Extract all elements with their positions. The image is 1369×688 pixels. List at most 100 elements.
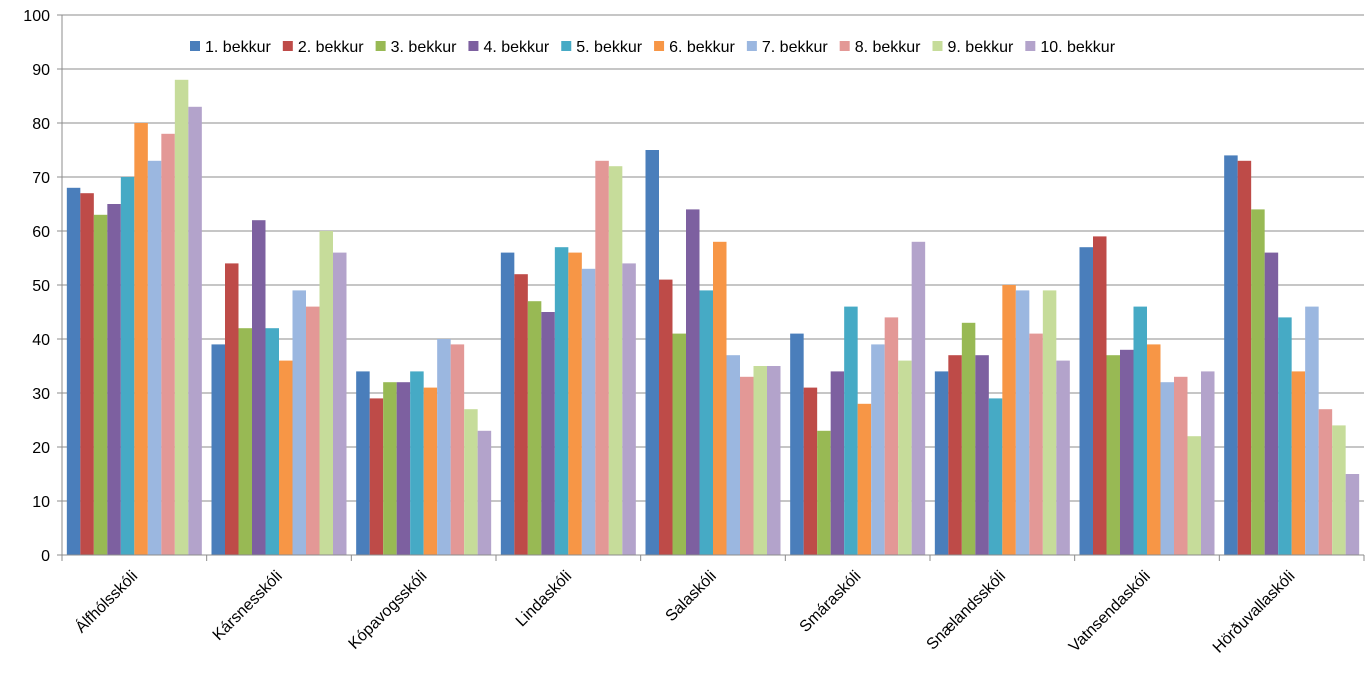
- bar: [93, 214, 108, 556]
- bar: [1079, 247, 1093, 555]
- bar: [188, 106, 202, 556]
- legend-swatch: [190, 41, 200, 51]
- legend-label: 1. bekkur: [205, 39, 271, 56]
- y-tick-label: 20: [32, 440, 50, 457]
- bar: [1015, 290, 1030, 555]
- bar: [659, 279, 673, 555]
- legend-swatch: [282, 41, 293, 51]
- y-tick-label: 40: [32, 332, 50, 349]
- y-tick-label: 10: [32, 494, 50, 511]
- legend-swatch: [932, 41, 943, 51]
- legend-label: 7. bekkur: [762, 39, 828, 56]
- bar: [686, 209, 700, 555]
- bar: [292, 290, 306, 555]
- bar: [1187, 436, 1201, 555]
- x-category-label: Lindaskóli: [513, 568, 575, 630]
- bar: [1345, 474, 1360, 555]
- x-axis: [61, 15, 1365, 561]
- bar: [1147, 344, 1161, 555]
- bar: [238, 328, 252, 555]
- bar: [410, 371, 424, 555]
- bar: [1160, 382, 1174, 555]
- bar: [464, 409, 478, 555]
- bar: [319, 231, 333, 555]
- x-category-label: Salaskóli: [663, 568, 720, 625]
- bar: [423, 387, 438, 555]
- bar: [500, 252, 515, 555]
- y-tick-label: 70: [32, 170, 50, 187]
- bar: [961, 322, 976, 555]
- bar: [1251, 209, 1265, 555]
- y-tick-label: 90: [32, 62, 50, 79]
- bar: [988, 398, 1003, 555]
- bar: [608, 166, 623, 555]
- bar: [726, 355, 740, 555]
- bar: [934, 371, 949, 555]
- bar: [306, 306, 320, 555]
- bar: [1318, 409, 1333, 555]
- legend-swatch: [654, 41, 665, 51]
- bar: [333, 252, 347, 555]
- bar: [884, 317, 899, 555]
- bar: [383, 382, 397, 555]
- legend-swatch: [746, 41, 757, 51]
- bar: [595, 160, 609, 556]
- x-category-label: Kársnesskóli: [210, 568, 286, 644]
- bar: [134, 123, 148, 555]
- bar: [581, 268, 596, 555]
- legend-swatch: [561, 41, 572, 51]
- bar: [369, 398, 384, 555]
- bar: [1093, 236, 1107, 555]
- x-category-label: Smáraskóli: [797, 568, 865, 636]
- legend-label: 2. bekkur: [298, 39, 364, 56]
- bar: [740, 376, 754, 555]
- bar: [817, 430, 831, 555]
- legend-swatch: [375, 41, 386, 51]
- bar: [699, 290, 713, 555]
- legend-label: 5. bekkur: [576, 39, 642, 56]
- bar: [898, 360, 912, 555]
- x-category-label: Vatnsendaskóli: [1066, 568, 1154, 656]
- legend-swatch: [468, 41, 479, 51]
- bar: [514, 274, 528, 555]
- bar: [803, 387, 818, 555]
- bar: [1264, 252, 1279, 555]
- legend-swatch: [1025, 41, 1036, 51]
- bar: [477, 430, 492, 555]
- bar: [80, 193, 94, 555]
- bar: [107, 204, 121, 555]
- bar: [161, 133, 175, 556]
- x-category-label: Kópavogsskóli: [346, 568, 431, 653]
- bar: [437, 339, 451, 555]
- y-tick-label: 80: [32, 116, 50, 133]
- x-category-label: Álfhólsskóli: [71, 566, 141, 636]
- bars: [66, 79, 1360, 556]
- bar: [1278, 317, 1292, 555]
- bar: [948, 355, 962, 555]
- bar: [279, 360, 293, 555]
- bar: [1237, 160, 1252, 556]
- bar: [356, 371, 370, 555]
- bar: [174, 79, 189, 556]
- bar: [225, 263, 239, 555]
- legend-swatch: [839, 41, 850, 51]
- x-axis-category-labels: Álfhólsskóli Kársnesskóli Kópavogsskóli Lin…: [71, 566, 1298, 656]
- bar: [1056, 360, 1070, 555]
- bar: [1002, 285, 1016, 555]
- bar: [713, 241, 727, 556]
- bar: [1120, 349, 1134, 555]
- bar: [1332, 425, 1346, 555]
- bar: [568, 252, 582, 555]
- bar: [1029, 333, 1043, 555]
- bar: [830, 371, 845, 555]
- bar: [1106, 355, 1120, 555]
- bar: [911, 241, 926, 556]
- legend-label: 4. bekkur: [483, 39, 549, 56]
- y-tick-label: 0: [41, 548, 50, 565]
- bar: [1305, 306, 1319, 555]
- bar: [396, 382, 411, 555]
- bar: [450, 344, 465, 555]
- bar: [844, 306, 858, 555]
- bar: [622, 263, 636, 555]
- bar: [527, 301, 542, 555]
